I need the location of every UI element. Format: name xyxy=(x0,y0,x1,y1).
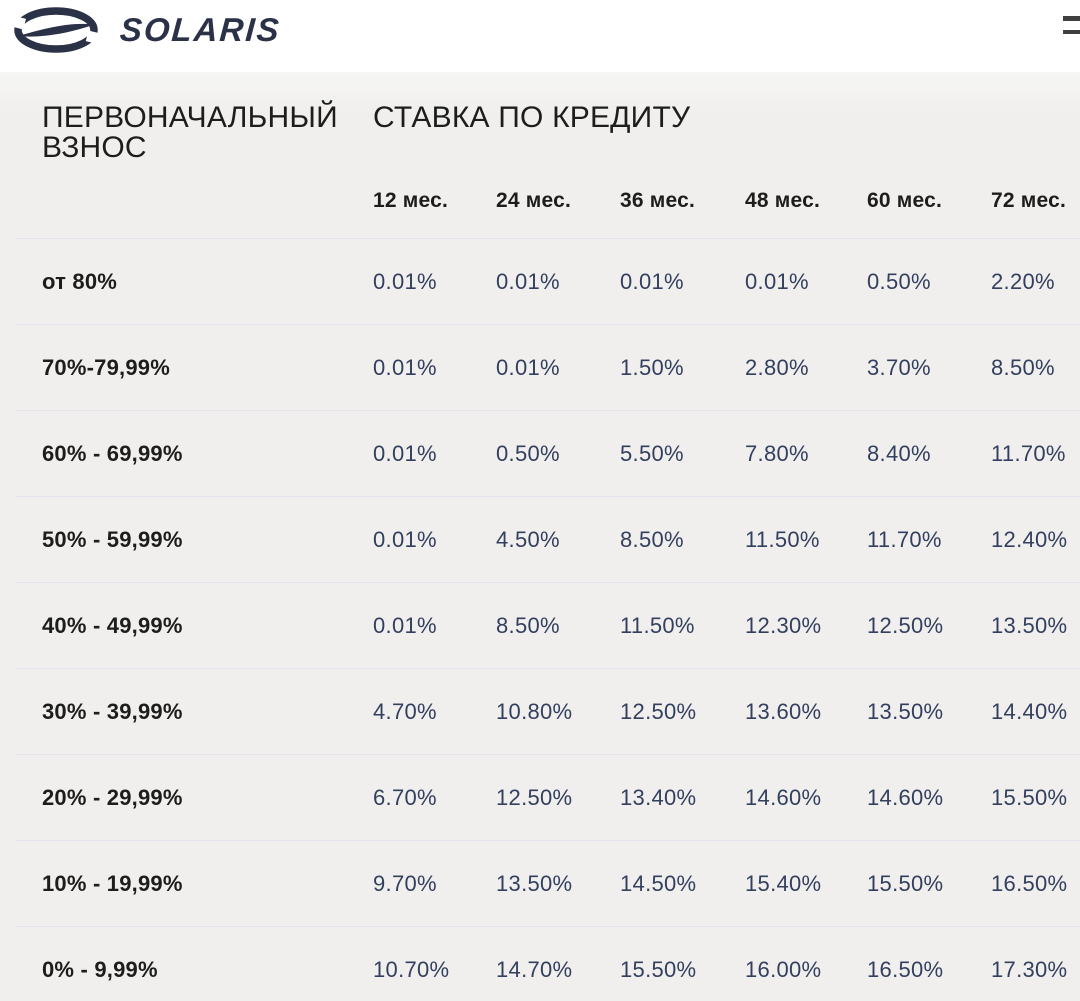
rate-value: 0.01% xyxy=(620,268,684,294)
table-row: 10% - 19,99% 9.70% 13.50% 14.50% 15.40% … xyxy=(15,840,1080,926)
table-row: 30% - 39,99% 4.70% 10.80% 12.50% 13.60% … xyxy=(15,668,1080,754)
down-payment-range-label: 10% - 19,99% xyxy=(42,870,183,896)
down-payment-range-label: 60% - 69,99% xyxy=(42,440,183,466)
rate-value: 13.50% xyxy=(991,612,1068,638)
rate-value: 15.50% xyxy=(991,784,1068,810)
table-row: 60% - 69,99% 0.01% 0.50% 5.50% 7.80% 8.4… xyxy=(15,410,1080,496)
table-row: 50% - 59,99% 0.01% 4.50% 8.50% 11.50% 11… xyxy=(15,496,1080,582)
rate-value: 4.70% xyxy=(373,698,437,724)
down-payment-range-label: 0% - 9,99% xyxy=(42,956,158,982)
rate-value: 12.40% xyxy=(991,526,1068,552)
rate-value: 5.50% xyxy=(620,440,684,466)
rate-value: 11.50% xyxy=(620,612,695,638)
rate-value: 8.40% xyxy=(867,440,931,466)
rate-value: 10.80% xyxy=(496,698,573,724)
rate-value: 15.50% xyxy=(867,870,944,896)
rate-value: 14.70% xyxy=(496,956,573,982)
column-header-12m: 12 мес. xyxy=(373,188,449,212)
rate-value: 12.50% xyxy=(496,784,573,810)
rate-value: 0.01% xyxy=(373,440,437,466)
table-group-headers: ПЕРВОНАЧАЛЬНЫЙ ВЗНОС СТАВКА ПО КРЕДИТУ xyxy=(42,103,1080,163)
table-row: 40% - 49,99% 0.01% 8.50% 11.50% 12.30% 1… xyxy=(15,582,1080,668)
table-row: 20% - 29,99% 6.70% 12.50% 13.40% 14.60% … xyxy=(15,754,1080,840)
rate-value: 8.50% xyxy=(991,354,1055,380)
solaris-emblem-icon xyxy=(14,7,98,53)
rate-value: 14.40% xyxy=(991,698,1068,724)
down-payment-range-label: от 80% xyxy=(42,268,118,294)
rate-value: 15.50% xyxy=(620,956,697,982)
down-payment-title: ПЕРВОНАЧАЛЬНЫЙ ВЗНОС xyxy=(42,101,338,164)
rate-value: 11.50% xyxy=(745,526,820,552)
rate-value: 0.01% xyxy=(496,268,560,294)
rate-value: 17.30% xyxy=(991,956,1068,982)
rate-value: 16.00% xyxy=(745,956,822,982)
table-row: от 80% 0.01% 0.01% 0.01% 0.01% 0.50% 2.2… xyxy=(15,238,1080,324)
down-payment-range-label: 70%-79,99% xyxy=(42,354,170,380)
rate-value: 11.70% xyxy=(991,440,1066,466)
table-row: 70%-79,99% 0.01% 0.01% 1.50% 2.80% 3.70%… xyxy=(15,324,1080,410)
rate-value: 13.50% xyxy=(496,870,573,896)
rate-value: 4.50% xyxy=(496,526,560,552)
rate-value: 15.40% xyxy=(745,870,822,896)
top-navigation-bar: SOLARIS xyxy=(0,0,1080,72)
rate-value: 0.01% xyxy=(745,268,809,294)
down-payment-range-label: 40% - 49,99% xyxy=(42,612,183,638)
rate-value: 13.50% xyxy=(867,698,944,724)
rate-value: 0.01% xyxy=(373,354,437,380)
column-header-72m: 72 мес. xyxy=(991,188,1067,212)
rate-value: 16.50% xyxy=(867,956,944,982)
rate-value: 10.70% xyxy=(373,956,450,982)
column-header-48m: 48 мес. xyxy=(745,188,821,212)
rate-value: 0.01% xyxy=(373,612,437,638)
rate-value: 0.01% xyxy=(373,268,437,294)
rate-table-body: от 80% 0.01% 0.01% 0.01% 0.01% 0.50% 2.2… xyxy=(0,238,1080,1001)
rate-value: 14.60% xyxy=(867,784,944,810)
column-header-36m: 36 мес. xyxy=(620,188,696,212)
credit-rates-section: ПЕРВОНАЧАЛЬНЫЙ ВЗНОС СТАВКА ПО КРЕДИТУ 1… xyxy=(0,72,1080,1001)
credit-rate-title: СТАВКА ПО КРЕДИТУ xyxy=(373,101,691,134)
rate-value: 0.01% xyxy=(373,526,437,552)
rate-value: 12.50% xyxy=(867,612,944,638)
down-payment-range-label: 50% - 59,99% xyxy=(42,526,183,552)
table-row: 0% - 9,99% 10.70% 14.70% 15.50% 16.00% 1… xyxy=(15,926,1080,1001)
rate-value: 0.50% xyxy=(496,440,560,466)
rate-value: 2.80% xyxy=(745,354,809,380)
brand-logo[interactable]: SOLARIS xyxy=(0,0,283,53)
rate-value: 0.50% xyxy=(867,268,931,294)
hamburger-bar xyxy=(1063,16,1080,21)
rate-value: 14.60% xyxy=(745,784,822,810)
rate-value: 8.50% xyxy=(620,526,684,552)
rate-value: 16.50% xyxy=(991,870,1068,896)
rate-value: 9.70% xyxy=(373,870,437,896)
brand-name: SOLARIS xyxy=(118,11,283,48)
column-header-24m: 24 мес. xyxy=(496,188,572,212)
rate-value: 13.40% xyxy=(620,784,697,810)
down-payment-range-label: 20% - 29,99% xyxy=(42,784,183,810)
rate-value: 12.30% xyxy=(745,612,822,638)
rate-value: 1.50% xyxy=(620,354,684,380)
rate-value: 13.60% xyxy=(745,698,822,724)
rate-value: 7.80% xyxy=(745,440,809,466)
rate-value: 8.50% xyxy=(496,612,560,638)
rate-value: 0.01% xyxy=(496,354,560,380)
rate-value: 6.70% xyxy=(373,784,437,810)
rate-value: 2.20% xyxy=(991,268,1055,294)
rate-value: 14.50% xyxy=(620,870,697,896)
rate-value: 3.70% xyxy=(867,354,931,380)
down-payment-range-label: 30% - 39,99% xyxy=(42,698,183,724)
hamburger-bar xyxy=(1063,29,1080,34)
rate-value: 11.70% xyxy=(867,526,942,552)
column-header-60m: 60 мес. xyxy=(867,188,943,212)
hamburger-menu-icon[interactable] xyxy=(1063,16,1080,34)
rate-value: 12.50% xyxy=(620,698,697,724)
table-column-headers: 12 мес. 24 мес. 36 мес. 48 мес. 60 мес. … xyxy=(0,163,1080,238)
